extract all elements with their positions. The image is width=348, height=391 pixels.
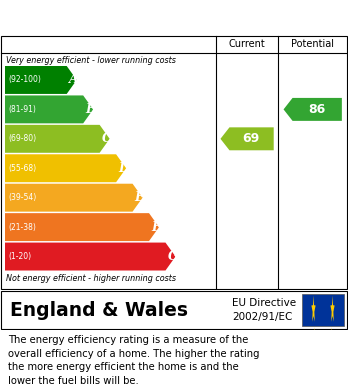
Polygon shape xyxy=(321,359,325,385)
Polygon shape xyxy=(5,125,110,153)
Polygon shape xyxy=(5,95,93,123)
Text: Energy Efficiency Rating: Energy Efficiency Rating xyxy=(9,10,230,25)
Polygon shape xyxy=(326,241,330,267)
Text: (55-68): (55-68) xyxy=(8,164,36,173)
Text: (39-54): (39-54) xyxy=(8,193,36,202)
Text: A: A xyxy=(69,74,79,86)
Polygon shape xyxy=(5,66,77,94)
Polygon shape xyxy=(5,213,159,241)
Polygon shape xyxy=(316,350,321,376)
Polygon shape xyxy=(221,127,274,150)
Text: E: E xyxy=(135,191,144,204)
Text: The energy efficiency rating is a measure of the
overall efficiency of a home. T: The energy efficiency rating is a measur… xyxy=(8,335,260,386)
Polygon shape xyxy=(330,296,334,322)
Polygon shape xyxy=(5,242,175,271)
Text: C: C xyxy=(102,132,112,145)
Text: B: B xyxy=(85,103,96,116)
Text: Potential: Potential xyxy=(291,39,334,49)
Polygon shape xyxy=(321,232,325,259)
Text: England & Wales: England & Wales xyxy=(10,301,188,319)
Text: G: G xyxy=(167,250,178,263)
Text: (21-38): (21-38) xyxy=(8,222,36,231)
Text: (1-20): (1-20) xyxy=(8,252,31,261)
Polygon shape xyxy=(311,296,316,322)
Text: Current: Current xyxy=(229,39,266,49)
Text: D: D xyxy=(118,162,129,175)
Polygon shape xyxy=(5,154,126,182)
Polygon shape xyxy=(5,184,143,212)
Text: (81-91): (81-91) xyxy=(8,105,36,114)
Text: EU Directive
2002/91/EC: EU Directive 2002/91/EC xyxy=(232,298,296,322)
Polygon shape xyxy=(284,98,342,121)
Text: Very energy efficient - lower running costs: Very energy efficient - lower running co… xyxy=(6,56,176,65)
Polygon shape xyxy=(316,241,321,267)
Polygon shape xyxy=(313,264,317,290)
Text: Not energy efficient - higher running costs: Not energy efficient - higher running co… xyxy=(6,274,176,283)
Text: 86: 86 xyxy=(308,103,325,116)
Text: 69: 69 xyxy=(243,132,260,145)
Polygon shape xyxy=(313,327,317,353)
Polygon shape xyxy=(326,350,330,376)
Text: (92-100): (92-100) xyxy=(8,75,41,84)
Polygon shape xyxy=(329,327,333,353)
Bar xyxy=(302,294,344,326)
Text: (69-80): (69-80) xyxy=(8,135,36,143)
Text: F: F xyxy=(151,221,160,233)
Polygon shape xyxy=(329,264,333,290)
